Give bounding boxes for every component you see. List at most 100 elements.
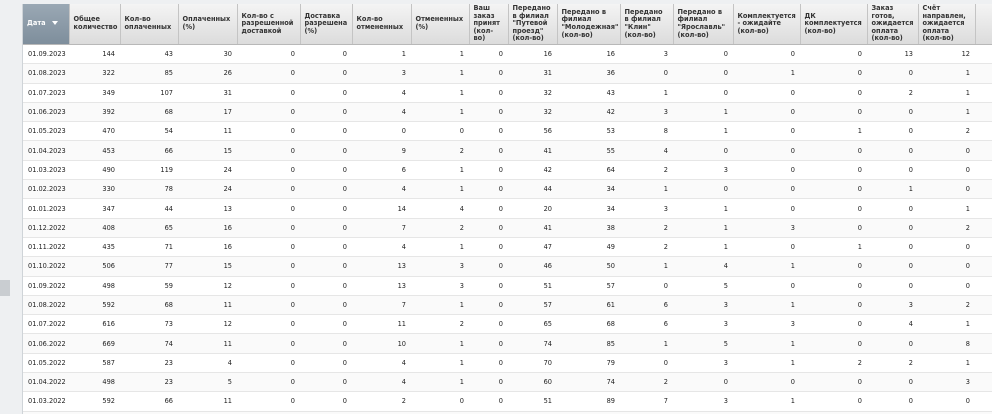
clipped-cell xyxy=(975,140,992,161)
value-cell: 0 xyxy=(800,140,867,161)
table-row[interactable]: 01.03.2023 490 119 24 0 0 6 1 0 42 64 2 3 0 0 0 0 xyxy=(23,160,992,181)
column-header[interactable]: Дата xyxy=(23,4,70,45)
value-cell: 13 xyxy=(867,44,918,65)
value-cell: 0 xyxy=(469,276,508,296)
value-cell: 0 xyxy=(867,256,918,277)
side-tab[interactable] xyxy=(0,280,10,296)
value-cell: 94 xyxy=(120,411,178,414)
sort-arrow xyxy=(51,21,58,26)
table-row[interactable]: 01.11.2022 435 71 16 0 0 4 1 0 47 49 2 1 0 1 0 0 xyxy=(23,237,992,258)
value-cell: 15 xyxy=(178,411,237,414)
clipped-cell xyxy=(975,237,992,258)
table-row[interactable]: 01.05.2023 470 54 11 0 0 0 0 0 56 53 8 1 0 1 0 2 xyxy=(23,121,992,142)
value-cell: 4 xyxy=(352,372,411,393)
table-row[interactable]: 01.07.2022 616 73 12 0 0 11 2 0 65 68 6 3 3 0 4 1 xyxy=(23,314,992,335)
value-cell: 1 xyxy=(800,237,867,258)
table-row[interactable]: 01.02.20226209415007107952440004 xyxy=(23,411,992,414)
table-row[interactable]: 01.07.2023 349 107 31 0 0 4 1 0 32 43 1 0 0 0 2 1 xyxy=(23,83,992,103)
value-cell: 0 xyxy=(918,160,975,181)
table-row[interactable]: 01.04.2022 498 23 5 0 0 4 1 0 60 74 2 0 0 0 0 3 xyxy=(23,372,992,393)
table-row[interactable]: 01.09.2022 498 59 12 0 0 13 3 0 51 57 0 5 0 0 0 0 xyxy=(23,276,992,296)
column-header[interactable]: Ваш заказ принят (кол-во) xyxy=(469,4,509,45)
value-cell: 1 xyxy=(918,83,975,103)
value-cell: 68 xyxy=(120,102,178,123)
column-header[interactable]: Счёт направлен, ожидается оплата (кол-во… xyxy=(918,4,976,45)
value-cell: 0 xyxy=(800,160,867,181)
column-header[interactable]: Оплаченных (%) xyxy=(178,4,238,45)
value-cell: 0 xyxy=(237,218,300,238)
column-header[interactable]: Передано в филиал "Молодежная" (кол-во) xyxy=(557,4,621,45)
table-row[interactable]: 01.02.2023 330 78 24 0 0 4 1 0 44 34 1 0 0 0 1 0 xyxy=(23,179,992,200)
column-header[interactable]: ДК комплектуется (кол-во) xyxy=(800,4,868,45)
value-cell: 7 xyxy=(352,295,411,316)
value-cell: 0 xyxy=(237,83,300,103)
value-cell: 6 xyxy=(352,160,411,181)
value-cell: 435 xyxy=(69,237,120,258)
date-cell: 01.01.2023 xyxy=(23,198,69,219)
table-row[interactable]: 01.06.2022 669 74 11 0 0 10 1 0 74 85 1 5 1 0 0 8 xyxy=(23,333,992,354)
table-row[interactable]: 01.08.2022 592 68 11 0 0 7 1 0 57 61 6 3 1 0 3 2 xyxy=(23,295,992,316)
table-row[interactable]: 01.06.2023 392 68 17 0 0 4 1 0 32 42 3 1 0 0 0 1 xyxy=(23,102,992,123)
value-cell: 408 xyxy=(69,218,120,238)
value-cell: 47 xyxy=(508,237,557,258)
column-header[interactable]: Доставка разрешена (%) xyxy=(300,4,353,45)
clipped-cell xyxy=(975,391,992,412)
value-cell: 0 xyxy=(237,63,300,84)
value-cell: 0 xyxy=(867,140,918,161)
column-header[interactable]: Кол-во с разрешенной доставкой xyxy=(237,4,301,45)
value-cell: 0 xyxy=(237,237,300,258)
value-cell: 3 xyxy=(411,276,469,296)
value-cell: 0 xyxy=(237,179,300,200)
value-cell: 1 xyxy=(918,63,975,84)
column-header[interactable]: Передано в филиал "Клин" (кол-во) xyxy=(620,4,674,45)
value-cell: 0 xyxy=(469,198,508,219)
table-row[interactable]: 01.05.2022 587 23 4 0 0 4 1 0 70 79 0 3 1 2 2 1 xyxy=(23,353,992,374)
column-header[interactable]: Отмененных (%) xyxy=(411,4,470,45)
column-header[interactable]: Кол-во отмененных xyxy=(352,4,412,45)
value-cell: 0 xyxy=(867,411,918,414)
value-cell: 20 xyxy=(508,198,557,219)
date-cell: 01.04.2023 xyxy=(23,140,69,161)
table-row[interactable]: 01.10.2022 506 77 15 0 0 13 3 0 46 50 1 4 1 0 0 0 xyxy=(23,256,992,277)
table-row[interactable]: 01.03.2022 592 66 11 0 0 2 0 0 51 89 7 3 1 0 0 0 xyxy=(23,391,992,412)
table-row[interactable]: 01.09.2023 144 43 30 0 0 1 1 0 16 16 3 0 0 0 13 12 xyxy=(23,44,992,65)
value-cell: 78 xyxy=(120,179,178,200)
value-cell: 0 xyxy=(237,44,300,65)
value-cell: 0 xyxy=(673,372,733,393)
table-row[interactable]: 01.01.2023 347 44 13 0 0 14 4 0 20 34 3 1 0 0 0 1 xyxy=(23,198,992,219)
value-cell: 1 xyxy=(411,333,469,354)
value-cell: 0 xyxy=(673,179,733,200)
column-header[interactable]: Заказ готов, ожидается оплата (кол-во) xyxy=(867,4,919,45)
value-cell: 16 xyxy=(178,237,237,258)
value-cell: 16 xyxy=(557,44,620,65)
value-cell: 7 xyxy=(620,391,673,412)
value-cell: 89 xyxy=(557,391,620,412)
clipped-cell xyxy=(975,295,992,316)
value-cell: 2 xyxy=(411,314,469,335)
value-cell: 8 xyxy=(620,121,673,142)
value-cell: 0 xyxy=(800,372,867,393)
column-header[interactable]: Общее количество xyxy=(69,4,121,45)
value-cell: 2 xyxy=(352,391,411,412)
column-header[interactable]: Комплектуется - ожидайте (кол-во) xyxy=(733,4,801,45)
value-cell: 1 xyxy=(918,198,975,219)
value-cell: 2 xyxy=(620,372,673,393)
date-cell: 01.06.2022 xyxy=(23,333,69,354)
value-cell: 0 xyxy=(300,333,352,354)
table-row[interactable]: 01.12.2022 408 65 16 0 0 7 2 0 41 38 2 1 3 0 0 2 xyxy=(23,218,992,238)
table-row[interactable]: 01.04.2023 453 66 15 0 0 9 2 0 41 55 4 0 0 0 0 0 xyxy=(23,140,992,161)
value-cell: 4 xyxy=(352,353,411,374)
report-table-container: Дата Общее количество Кол-во оплаченных Опл… xyxy=(22,4,992,414)
column-header[interactable]: Кол-во оплаченных xyxy=(120,4,179,45)
value-cell: 17 xyxy=(178,102,237,123)
value-cell: 0 xyxy=(300,353,352,374)
table-row[interactable]: 01.08.2023 322 85 26 0 0 3 1 0 31 36 0 0 1 0 0 1 xyxy=(23,63,992,84)
column-header[interactable]: Передано в филиал "Ярославль" (кол-во) xyxy=(673,4,734,45)
value-cell: 592 xyxy=(69,391,120,412)
value-cell: 0 xyxy=(733,121,800,142)
column-header[interactable]: Передано в филиал "Путевой проезд" (кол-… xyxy=(508,4,558,45)
date-cell: 01.04.2022 xyxy=(23,372,69,393)
value-cell: 498 xyxy=(69,276,120,296)
value-cell: 0 xyxy=(867,237,918,258)
value-cell: 669 xyxy=(69,333,120,354)
